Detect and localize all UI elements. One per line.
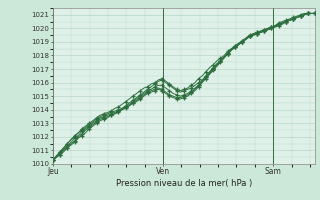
X-axis label: Pression niveau de la mer( hPa ): Pression niveau de la mer( hPa ) bbox=[116, 179, 252, 188]
